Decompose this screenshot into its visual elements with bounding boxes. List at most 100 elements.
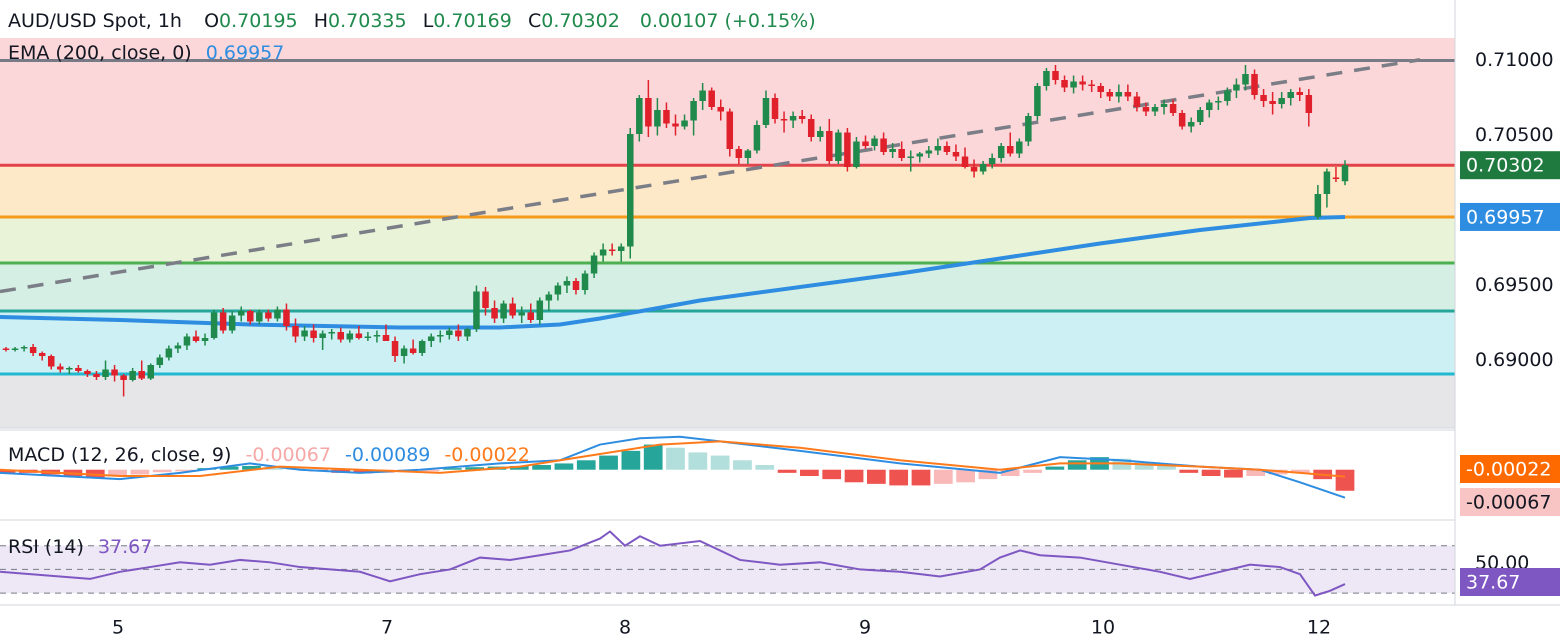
- candle-down: [1142, 102, 1150, 116]
- candle-up: [934, 138, 942, 155]
- candle-body: [102, 369, 109, 377]
- candle-body: [1043, 71, 1050, 86]
- candle-body: [898, 149, 905, 158]
- open-value: 0.70195: [219, 10, 298, 32]
- fib-band: [0, 263, 1455, 311]
- time-tick-label: 9: [859, 617, 871, 639]
- candle-up: [1025, 113, 1032, 146]
- candle-down: [1269, 92, 1276, 115]
- candle-up: [464, 327, 471, 341]
- macd-hist-bar: [1000, 469, 1020, 476]
- candle-up: [997, 143, 1005, 163]
- candle-body: [138, 371, 145, 379]
- candle-body: [853, 141, 860, 167]
- candle-body: [934, 146, 942, 151]
- candle-body: [970, 167, 978, 172]
- candle-up: [346, 330, 354, 343]
- candle-body: [57, 366, 64, 370]
- candle-up: [156, 354, 164, 368]
- candle-body: [545, 294, 553, 301]
- candle-body: [599, 249, 607, 256]
- candle-up: [319, 330, 326, 350]
- candle-up: [1151, 104, 1159, 116]
- candle-up: [590, 252, 598, 278]
- candle-body: [183, 336, 191, 346]
- candle-body: [780, 119, 788, 121]
- candle-body: [346, 333, 354, 340]
- candle-body: [1332, 177, 1340, 179]
- candle-body: [283, 309, 290, 326]
- candle-body: [961, 156, 969, 167]
- candle-up: [174, 342, 182, 353]
- macd-hist-bar: [755, 465, 775, 470]
- candle-up: [816, 126, 824, 142]
- macd-hist-bar: [933, 469, 953, 484]
- macd-hist-bar: [108, 469, 127, 476]
- candle-body: [1278, 98, 1285, 104]
- candle-down: [807, 114, 815, 142]
- macd-hist-bar: [1335, 469, 1355, 491]
- lower-band: [0, 374, 1455, 428]
- candle-body: [717, 107, 724, 112]
- candle-up: [400, 345, 408, 364]
- candle-up: [518, 306, 525, 323]
- candle-up: [1034, 83, 1041, 121]
- macd-hist-bar: [85, 469, 105, 478]
- candle-down: [1178, 110, 1186, 130]
- candle-body: [473, 291, 480, 329]
- rsi-label: RSI (14): [8, 536, 84, 558]
- macd-hist-bar: [733, 460, 752, 470]
- candle-up: [1187, 117, 1195, 133]
- candle-body: [47, 356, 55, 367]
- candle-body: [1088, 84, 1095, 86]
- candle-body: [156, 357, 164, 365]
- macd-hist-bar: [532, 465, 551, 470]
- macd-hist-tag: -0.00067: [1466, 492, 1551, 514]
- candle-up: [563, 276, 571, 293]
- macd-hist-bar: [442, 468, 462, 470]
- candle-up: [889, 143, 896, 158]
- candle-body: [418, 341, 426, 353]
- candle-up: [617, 243, 625, 262]
- candle-up: [500, 300, 507, 323]
- macd-hist-bar: [822, 469, 842, 480]
- candle-body: [1323, 171, 1331, 194]
- price-tick-label: 0.69000: [1475, 349, 1554, 371]
- candle-body: [1251, 74, 1258, 95]
- candle-body: [753, 125, 761, 151]
- rsi-value-tag: 37.67: [1466, 572, 1520, 594]
- candle-down: [880, 132, 887, 155]
- candle-down: [38, 351, 46, 361]
- candle-body: [391, 341, 399, 356]
- candle-body: [726, 111, 734, 149]
- candle-up: [1043, 68, 1050, 91]
- candle-body: [274, 309, 281, 319]
- macd-hist-bar: [576, 460, 596, 470]
- candle-body: [1224, 90, 1231, 101]
- low-value: 0.70169: [433, 10, 512, 32]
- candle-body: [38, 353, 46, 356]
- candle-body: [11, 348, 19, 350]
- candle-body: [1196, 110, 1204, 122]
- candle-up: [1314, 185, 1322, 220]
- candle-body: [301, 330, 308, 337]
- candle-up: [201, 333, 209, 346]
- candle-body: [482, 291, 489, 308]
- candle-body: [29, 347, 37, 353]
- candle-down: [961, 147, 969, 169]
- macd-hist-bar: [777, 469, 797, 473]
- candle-up: [907, 150, 914, 172]
- candle-up: [699, 83, 706, 110]
- fib-band: [0, 311, 1455, 374]
- candle-down: [29, 344, 37, 356]
- macd-hist-bar: [0, 469, 16, 473]
- candle-down: [1124, 84, 1132, 101]
- macd-hist-bar: [1134, 461, 1154, 470]
- candle-down: [726, 108, 734, 157]
- candle-down: [247, 309, 254, 325]
- candle-up: [762, 90, 770, 128]
- candle-body: [66, 368, 73, 370]
- time-tick-label: 12: [1307, 617, 1331, 639]
- candle-up: [147, 363, 155, 380]
